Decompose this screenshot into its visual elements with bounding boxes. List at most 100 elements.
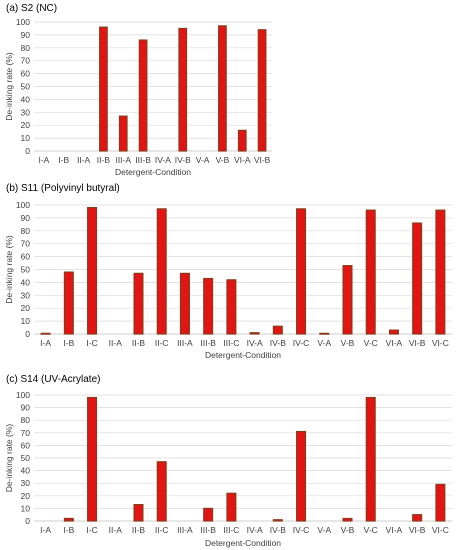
chart-c-bar [435,483,446,522]
chart-c-bar [412,514,423,522]
chart-c-bar [203,507,214,522]
chart-b-title: (b) S11 (Polyvinyl butyral) [6,183,120,194]
chart-b-y-tick-label: 70 [21,239,31,249]
chart-b-x-tick-label: I-B [63,338,74,348]
chart-b-bar [296,208,307,335]
chart-b-x-tick-label: V-C [364,338,378,348]
chart-c-x-tick-label: VI-C [432,525,449,535]
chart-a-x-tick-label: VI-A [234,155,251,165]
chart-a-x-axis-label: Detergent-Condition [115,167,191,177]
chart-b-bar [435,209,446,335]
chart-a-y-tick-label: 0 [25,146,30,156]
chart-c-x-tick-label: VI-B [409,525,426,535]
chart-c-y-tick-label: 0 [25,516,30,526]
chart-a-y-tick-label: 80 [21,43,31,53]
chart-a-y-tick-label: 30 [21,107,31,117]
chart-c-y-tick-label: 50 [21,453,31,463]
chart-a-x-tick-label: II-B [97,155,111,165]
chart-b-x-axis-label: Detergent-Condition [205,350,281,360]
chart-a-bar [118,115,128,152]
chart-a-y-axis-label: De-inking rate (%) [4,52,14,121]
chart-a-y-tick-label: 50 [21,82,31,92]
chart-a-x-tick-label: VI-B [254,155,271,165]
chart-a-y-tick-label: 20 [21,120,31,130]
chart-c-y-tick-label: 30 [21,478,31,488]
chart-b-bar [40,332,51,335]
chart-a-y-tick-label: 70 [21,56,31,66]
chart-b-y-tick-label: 10 [21,316,31,326]
chart-b-x-tick-label: VI-A [386,338,403,348]
chart-c-x-axis-label: Detergent-Condition [205,538,281,548]
chart-b-y-tick-label: 80 [21,226,31,236]
chart-a-x-tick-label: IV-B [175,155,191,165]
chart-b-x-tick-label: V-A [317,338,331,348]
chart-b-bar [203,277,214,335]
chart-b-x-tick-label: III-B [200,338,216,348]
chart-b-x-tick-label: V-B [341,338,355,348]
chart-c-bar [63,517,74,522]
chart-c-x-tick-label: V-A [317,525,331,535]
chart-a-y-tick-label: 90 [21,30,31,40]
chart-a-x-tick-label: IV-A [155,155,171,165]
chart-b-x-tick-label: VI-C [432,338,449,348]
chart-b-y-tick-label: 60 [21,252,31,262]
chart-c-x-tick-label: II-B [132,525,146,535]
chart-c-x-tick-label: V-C [364,525,378,535]
chart-c-x-tick-label: II-A [109,525,123,535]
chart-c-x-tick-label: IV-B [270,525,286,535]
chart-a-title: (a) S2 (NC) [6,3,57,14]
chart-c-bar [156,461,167,522]
chart-c-x-tick-label: I-A [40,525,51,535]
chart-b-x-tick-label: III-A [177,338,193,348]
chart-c-x-tick-label: III-B [200,525,216,535]
chart-c-bar [365,396,376,522]
chart-b-x-tick-label: IV-B [270,338,286,348]
chart-c-y-tick-label: 40 [21,466,31,476]
chart-a-x-tick-label: I-A [38,155,49,165]
chart-a-bar [99,26,108,152]
chart-c-x-tick-label: V-B [341,525,355,535]
chart-a-bar [138,39,148,152]
chart-b-y-axis-label: De-inking rate (%) [4,235,14,304]
chart-c-x-tick-label: III-A [177,525,193,535]
chart-b-bar [156,208,167,335]
chart-b-bar [133,272,144,335]
chart-c-x-tick-label: I-C [86,525,97,535]
chart-a-x-tick-label: I-B [58,155,69,165]
chart-c-y-tick-label: 100 [16,390,30,400]
chart-a-bar [257,29,267,152]
chart-b-bar [226,279,237,335]
chart-b-bar [63,271,74,335]
chart-a-y-tick-label: 100 [16,17,30,27]
chart-b-x-tick-label: II-A [109,338,123,348]
chart-a-x-tick-label: III-B [135,155,151,165]
chart-b-bar [342,265,353,335]
chart-c-y-tick-label: 60 [21,440,31,450]
chart-c-bar [87,396,98,522]
chart-b-bar [249,332,260,335]
chart-b-y-tick-label: 30 [21,290,31,300]
chart-b-x-tick-label: II-C [155,338,169,348]
chart-c-y-tick-label: 90 [21,403,31,413]
chart-a-x-tick-label: III-A [115,155,131,165]
chart-c-title: (c) S14 (UV-Acrylate) [6,374,100,385]
chart-b-bar [272,325,283,335]
chart-b-bar [87,206,98,335]
chart-a-y-tick-label: 40 [21,94,31,104]
chart-b-y-tick-label: 40 [21,277,31,287]
chart-b-y-tick-label: 90 [21,213,31,223]
chart-b-y-tick-label: 20 [21,303,31,313]
chart-b-bar [179,272,190,335]
chart-b-x-tick-label: I-C [86,338,97,348]
chart-b-y-tick-label: 100 [16,200,30,210]
chart-c-x-tick-label: II-C [155,525,169,535]
chart-b-bar [319,332,330,335]
chart-a-bar [237,129,247,152]
chart-c-y-tick-label: 20 [21,491,31,501]
chart-b-bar [388,329,399,335]
chart-a-x-tick-label: II-A [77,155,91,165]
chart-c-y-tick-label: 70 [21,428,31,438]
chart-b-bar [365,209,376,335]
chart-a-bar [218,25,227,152]
